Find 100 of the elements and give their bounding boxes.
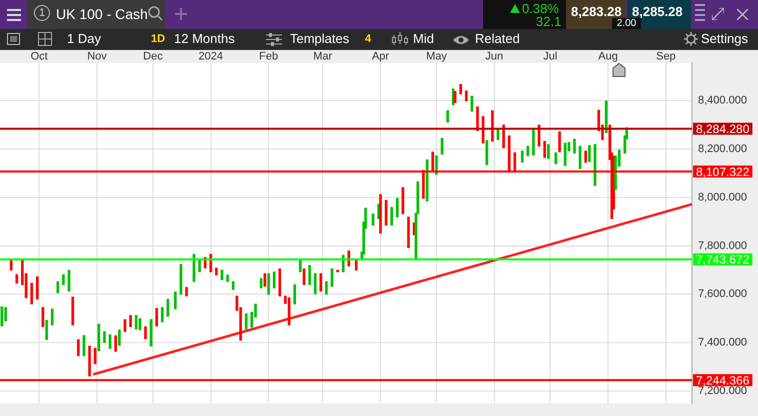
candlestick [446,110,449,122]
candlestick [260,278,262,288]
candlestick [402,187,404,214]
candlestick [155,308,158,326]
x-tick-label: Jul [543,50,558,62]
y-tick-label: 7,200.000 [698,384,747,397]
y-tick-label: 8,200.000 [698,143,747,156]
candlestick [10,260,13,271]
x-tick-label: Feb [259,50,278,62]
text: 8,283.28 [571,4,622,19]
candlestick [114,335,117,352]
text: Settings [701,31,748,46]
candlestick [302,268,306,286]
candlestick [584,150,588,163]
candlestick [62,274,65,286]
candlestick [77,339,80,356]
x-tick-label: Mar [313,50,332,62]
candlestick [538,124,540,146]
text: 4 [365,33,372,45]
x-tick-label: Sep [656,50,676,62]
x-tick-label: Aug [598,50,618,62]
candlestick [588,145,591,162]
y-tick-label: 8,000.000 [698,191,747,204]
candlestick [174,292,177,310]
candlestick [558,131,561,152]
candlestick [103,331,106,344]
candlestick [407,216,410,248]
candlestick [264,273,266,287]
candlestick [220,270,224,280]
x-tick-label: Dec [143,50,164,62]
candlestick [94,348,96,364]
candlestick [150,319,152,346]
candlestick [578,146,582,169]
candlestick [491,110,494,142]
text: 1 [34,5,50,21]
text: 12 Months [174,31,235,46]
candlestick [547,144,550,159]
candlestick [144,326,147,340]
candlestick [372,214,374,226]
candlestick [244,313,248,330]
candlestick [319,273,322,292]
candlestick [68,270,70,292]
text: 8,285.28 [632,4,683,19]
candlestick [573,138,576,154]
candlestick [45,320,48,340]
candlestick [293,284,296,304]
candlestick [71,296,74,326]
ref-line-label: 7,244.366 [696,373,750,388]
candlestick [50,308,54,326]
x-tick-label: Apr [372,50,390,62]
candlestick [440,138,444,154]
x-tick-label: 2024 [198,50,224,62]
candlestick [129,315,132,328]
text: 2.00 [612,18,641,29]
candlestick [464,90,468,102]
y-tick-label: 7,800.000 [698,240,747,252]
ref-line-label: 8,284.280 [696,122,750,136]
candlestick [192,254,196,282]
candlestick [160,307,164,322]
candlestick [454,90,456,103]
candlestick [526,146,530,156]
candlestick [532,129,535,156]
candlestick [288,297,290,326]
candlestick [180,264,182,295]
candlestick [325,281,328,295]
ref-line-label: 8,107.322 [696,164,750,179]
x-tick-label: Nov [87,50,108,62]
candlestick [470,96,474,112]
candlestick [554,152,558,164]
candlestick [564,142,566,166]
y-tick-label: 7,400.000 [698,336,747,349]
candlestick [308,265,311,286]
candlestick [0,306,4,326]
x-tick-label: Oct [30,50,48,62]
x-tick-label: May [426,50,448,62]
candlestick [124,319,126,332]
candlestick [185,287,188,296]
candlestick [354,260,358,271]
candlestick [134,315,138,330]
candlestick [267,273,270,295]
candlestick [98,324,100,352]
candlestick [232,281,234,290]
candlestick [88,346,91,376]
candlestick [459,84,462,94]
candlestick [384,200,388,226]
y-tick-label: 7,600.000 [698,288,747,300]
candlestick [15,274,18,284]
candlestick [226,274,229,282]
candlestick [36,276,39,300]
text: 1 Day [67,31,101,46]
ref-line-label: 7,743.672 [696,252,750,267]
text: Templates [290,31,350,46]
candlestick [118,330,121,346]
candlestick [166,298,170,317]
text: 0.38% [522,1,559,16]
text: UK 100 - Cash [56,6,148,22]
text: Related [475,31,520,46]
candlestick [520,150,524,163]
candlestick [396,198,399,218]
x-tick-label: Jun [485,50,504,62]
